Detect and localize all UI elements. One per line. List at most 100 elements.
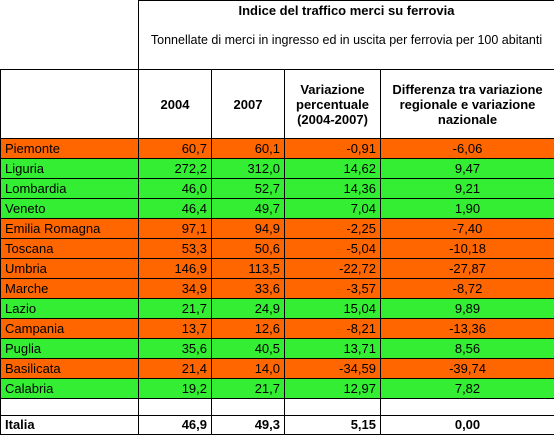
region-cell: Piemonte (1, 139, 139, 159)
spacer-cell (212, 399, 285, 416)
difference-cell: 8,56 (381, 339, 554, 359)
value-2004-cell: 35,6 (139, 339, 212, 359)
value-2004-cell: 272,2 (139, 159, 212, 179)
value-2007-cell: 40,5 (212, 339, 285, 359)
region-cell: Umbria (1, 259, 139, 279)
total-variation-cell: 5,15 (285, 416, 381, 435)
variation-cell: -2,25 (285, 219, 381, 239)
value-2007-cell: 113,5 (212, 259, 285, 279)
value-2007-cell: 52,7 (212, 179, 285, 199)
value-2004-cell: 13,7 (139, 319, 212, 339)
value-2007-cell: 12,6 (212, 319, 285, 339)
value-2007-cell: 312,0 (212, 159, 285, 179)
variation-cell: -0,91 (285, 139, 381, 159)
value-2004-cell: 146,9 (139, 259, 212, 279)
variation-cell: 13,71 (285, 339, 381, 359)
difference-cell: -13,36 (381, 319, 554, 339)
value-2007-cell: 60,1 (212, 139, 285, 159)
variation-cell: 7,04 (285, 199, 381, 219)
difference-cell: -8,72 (381, 279, 554, 299)
region-cell: Marche (1, 279, 139, 299)
difference-cell: -10,18 (381, 239, 554, 259)
spacer-cell (139, 399, 212, 416)
region-cell: Basilicata (1, 359, 139, 379)
spacer-row (1, 399, 554, 416)
value-2007-cell: 49,7 (212, 199, 285, 219)
value-2004-cell: 21,4 (139, 359, 212, 379)
value-2007-cell: 21,7 (212, 379, 285, 399)
table-subtitle: Tonnellate di merci in ingresso ed in us… (143, 33, 550, 48)
difference-cell: -27,87 (381, 259, 554, 279)
total-difference-cell: 0,00 (381, 416, 554, 435)
spacer-cell (1, 399, 139, 416)
header-region (1, 70, 139, 139)
table-title-cell: Indice del traffico merci su ferrovia To… (139, 1, 554, 70)
region-cell: Toscana (1, 239, 139, 259)
value-2004-cell: 34,9 (139, 279, 212, 299)
total-2007-cell: 49,3 (212, 416, 285, 435)
difference-cell: 9,47 (381, 159, 554, 179)
difference-cell: 9,21 (381, 179, 554, 199)
region-cell: Lazio (1, 299, 139, 319)
total-region-cell: Italia (1, 416, 139, 435)
value-2004-cell: 19,2 (139, 379, 212, 399)
variation-cell: -5,04 (285, 239, 381, 259)
spacer-cell (285, 399, 381, 416)
region-cell: Liguria (1, 159, 139, 179)
region-cell: Emilia Romagna (1, 219, 139, 239)
variation-cell: 15,04 (285, 299, 381, 319)
variation-cell: -3,57 (285, 279, 381, 299)
header-2004: 2004 (139, 70, 212, 139)
value-2007-cell: 24,9 (212, 299, 285, 319)
difference-cell: 1,90 (381, 199, 554, 219)
variation-cell: 12,97 (285, 379, 381, 399)
spacer-cell (381, 399, 554, 416)
difference-cell: 9,89 (381, 299, 554, 319)
table-title: Indice del traffico merci su ferrovia (143, 3, 550, 18)
blank-corner-cell (1, 1, 139, 70)
difference-cell: -6,06 (381, 139, 554, 159)
region-cell: Campania (1, 319, 139, 339)
header-2007: 2007 (212, 70, 285, 139)
column-header-row: 2004 2007 Variazione percentuale (2004-2… (1, 70, 554, 139)
value-2004-cell: 60,7 (139, 139, 212, 159)
value-2004-cell: 21,7 (139, 299, 212, 319)
total-2004-cell: 46,9 (139, 416, 212, 435)
variation-cell: -8,21 (285, 319, 381, 339)
value-2007-cell: 50,6 (212, 239, 285, 259)
variation-cell: 14,62 (285, 159, 381, 179)
value-2007-cell: 94,9 (212, 219, 285, 239)
variation-cell: -34,59 (285, 359, 381, 379)
value-2004-cell: 46,0 (139, 179, 212, 199)
value-2004-cell: 97,1 (139, 219, 212, 239)
region-cell: Calabria (1, 379, 139, 399)
difference-cell: -39,74 (381, 359, 554, 379)
difference-cell: 7,82 (381, 379, 554, 399)
value-2004-cell: 46,4 (139, 199, 212, 219)
variation-cell: -22,72 (285, 259, 381, 279)
variation-cell: 14,36 (285, 179, 381, 199)
difference-cell: -7,40 (381, 219, 554, 239)
region-cell: Lombardia (1, 179, 139, 199)
value-2007-cell: 14,0 (212, 359, 285, 379)
title-row: Indice del traffico merci su ferrovia To… (1, 1, 554, 70)
header-difference: Differenza tra variazione regionale e va… (381, 70, 554, 139)
value-2007-cell: 33,6 (212, 279, 285, 299)
header-variation: Variazione percentuale (2004-2007) (285, 70, 381, 139)
region-cell: Veneto (1, 199, 139, 219)
